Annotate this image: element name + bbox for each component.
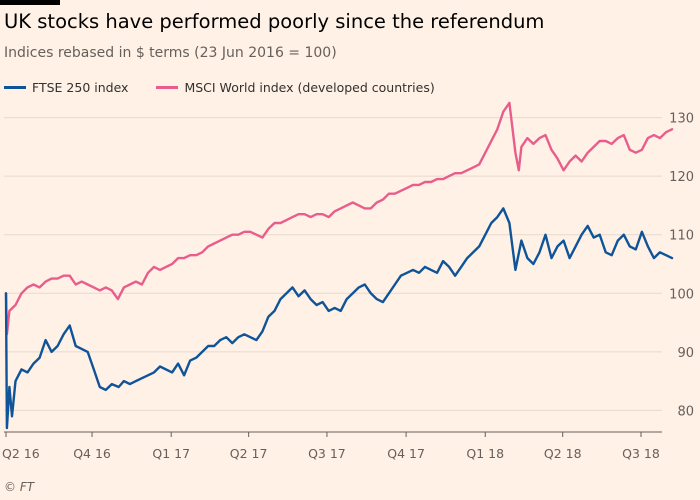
ft-brand-bar [0,0,60,5]
legend: FTSE 250 index MSCI World index (develop… [4,80,435,95]
legend-item-msci-world: MSCI World index (developed countries) [156,80,435,95]
source-credit: © FT [4,480,35,494]
y-tick-label-90: 90 [677,346,694,361]
y-tick-label-120: 120 [669,170,694,185]
x-tick-label-8: Q3 18 [622,446,660,461]
x-tick-label-0: Q2 16 [2,446,40,461]
series-line-1 [4,101,674,336]
legend-swatch-msci-world [156,86,179,89]
chart-title: UK stocks have performed poorly since th… [4,10,545,33]
legend-label-msci-world: MSCI World index (developed countries) [184,80,435,95]
x-tick-label-3: Q2 17 [230,446,268,461]
x-tick-label-7: Q2 18 [544,446,582,461]
y-tick-label-130: 130 [669,112,694,127]
y-tick-label-100: 100 [669,287,694,302]
legend-swatch-ftse250 [4,86,26,89]
x-tick-label-5: Q4 17 [387,446,425,461]
legend-label-ftse250: FTSE 250 index [32,80,129,95]
y-tick-label-80: 80 [677,404,694,419]
x-tick-label-4: Q3 17 [308,446,346,461]
legend-item-ftse250: FTSE 250 index [4,80,128,95]
x-tick-label-6: Q1 18 [466,446,504,461]
y-tick-label-110: 110 [669,229,694,244]
x-tick-label-2: Q1 17 [152,446,190,461]
chart-subtitle: Indices rebased in $ terms (23 Jun 2016 … [4,45,337,61]
x-tick-label-1: Q4 16 [73,446,111,461]
series-line-0 [4,207,674,430]
